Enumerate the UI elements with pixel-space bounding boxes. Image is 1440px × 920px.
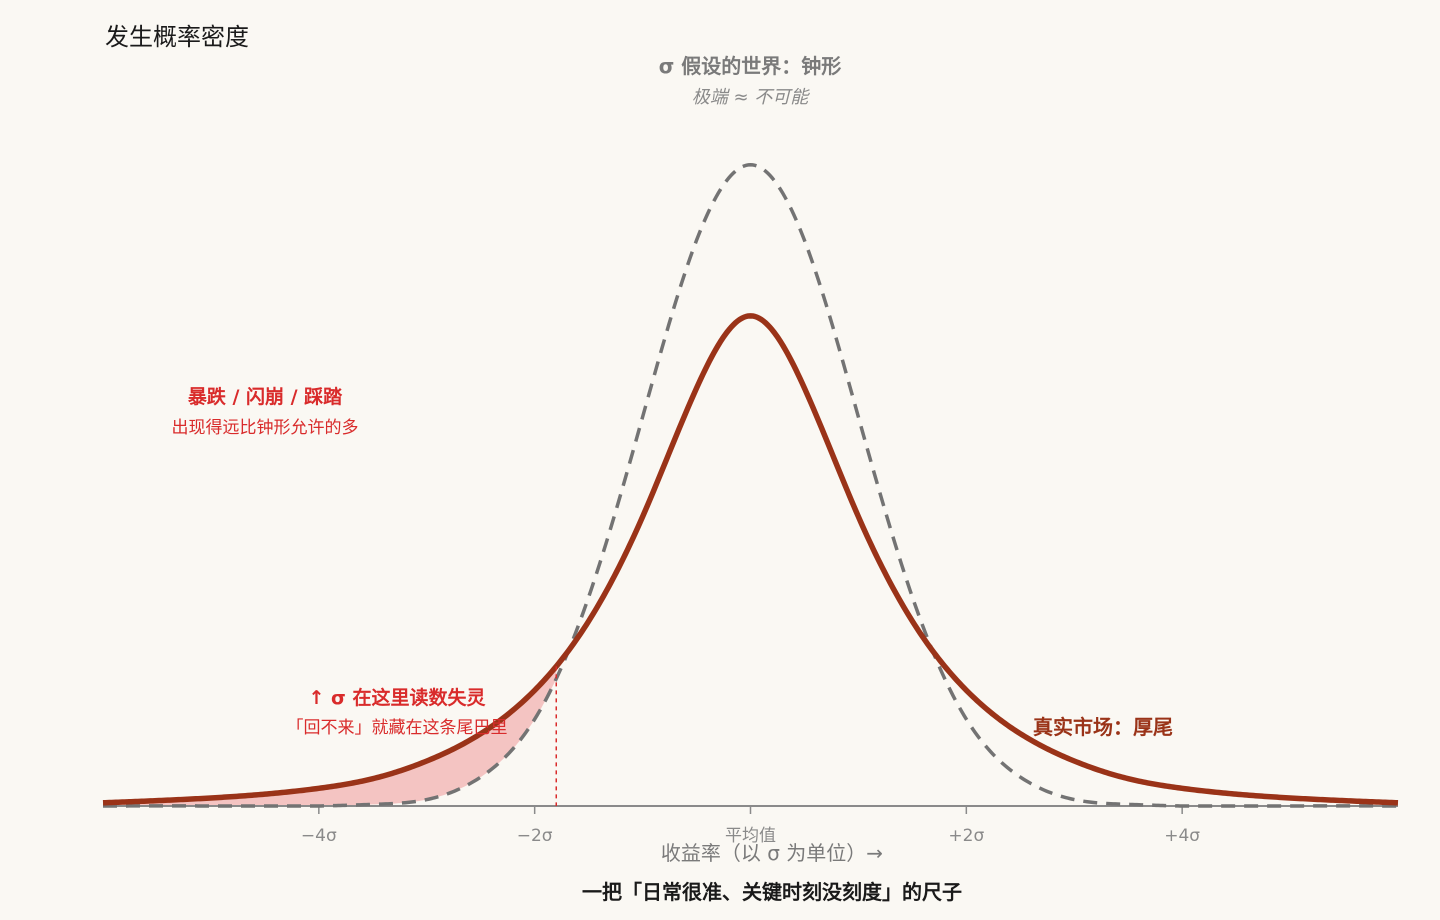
x-tick-label: −4σ — [301, 826, 337, 846]
x-tick-label: +2σ — [948, 826, 984, 846]
chart-caption: 一把「日常很准、关键时刻没刻度」的尺子 — [582, 880, 962, 904]
fail-annotation-title: ↑ σ 在这里读数失灵 — [309, 686, 487, 709]
tail-shade-area — [103, 666, 557, 806]
series-line-real — [102, 313, 1399, 806]
series-line-bell — [102, 162, 1399, 808]
x-axis-label: 收益率（以 σ 为单位）→ — [661, 841, 883, 865]
x-tick-label: +4σ — [1164, 826, 1200, 846]
x-tick-label: 平均值 — [725, 826, 776, 846]
x-tick-label: −2σ — [517, 826, 553, 846]
x-ticks: −4σ −2σ 平均值 +2σ +4σ — [301, 806, 1200, 846]
crash-annotation-sub: 出现得远比钟形允许的多 — [172, 418, 359, 438]
fail-annotation-sub: 「回不来」就藏在这条尾巴里 — [287, 718, 508, 738]
real-market-label: 真实市场：厚尾 — [1033, 715, 1173, 739]
bell-annotation-title: σ 假设的世界：钟形 — [659, 54, 842, 78]
y-axis-label: 发生概率密度 — [105, 23, 249, 51]
bell-annotation-sub: 极端 ≈ 不可能 — [692, 87, 811, 108]
crash-annotation-title: 暴跌 / 闪崩 / 踩踏 — [188, 385, 343, 408]
